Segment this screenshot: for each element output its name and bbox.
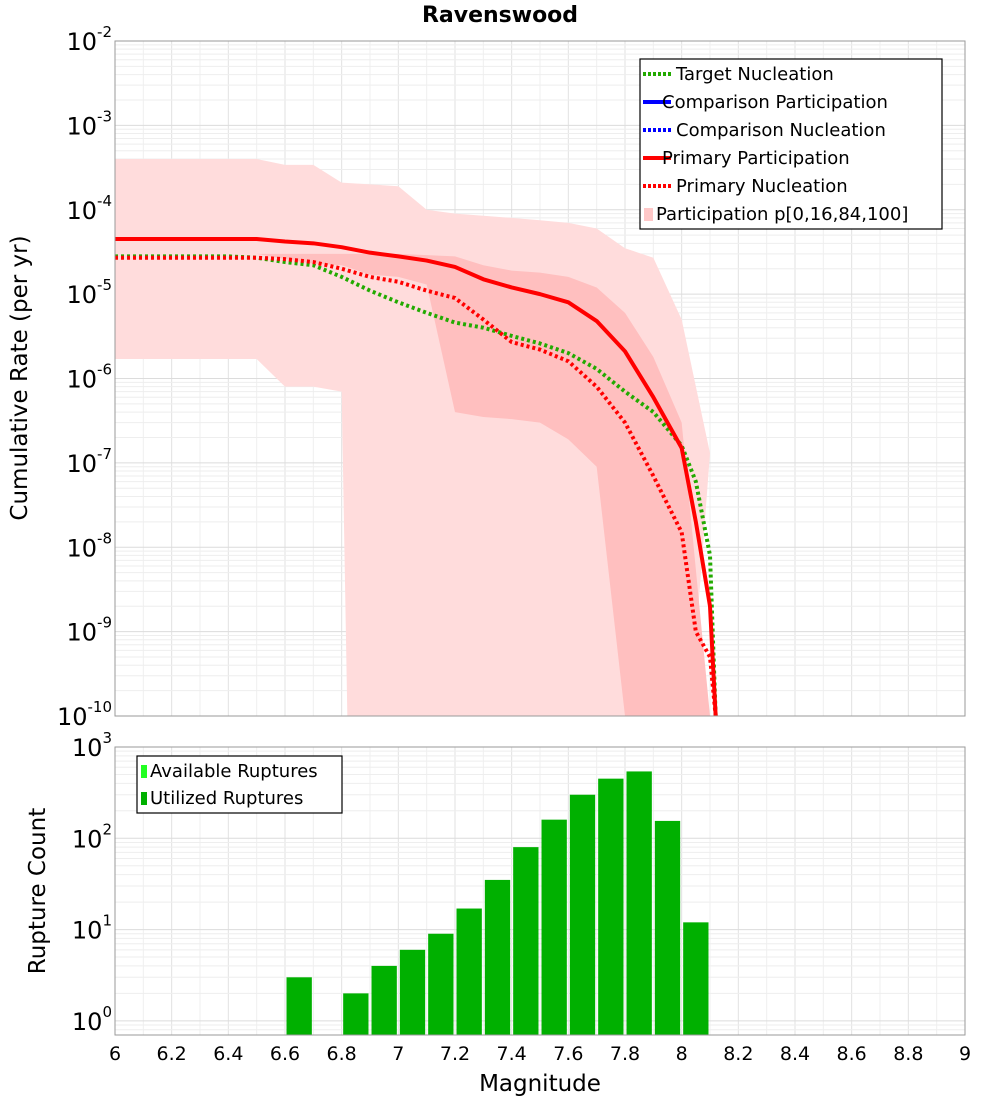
rate-plot-frame: [114, 40, 966, 717]
legend-label: Utilized Ruptures: [150, 788, 303, 809]
legend-swatch: [141, 792, 147, 805]
rupture-bar: [484, 879, 511, 1035]
rupture-bar: [598, 778, 624, 1035]
rupture-bar: [456, 908, 482, 1035]
x-tick-label: 6.2: [157, 1043, 187, 1065]
x-tick-label: 8.8: [893, 1043, 923, 1065]
x-tick-label: 8.2: [723, 1043, 753, 1065]
rate-legend: Target Nucleation Comparison Participatio…: [639, 58, 943, 230]
x-tick-label: 9: [959, 1043, 971, 1065]
rupture-bar: [569, 794, 596, 1035]
y-tick-label: 10-7: [66, 445, 112, 478]
magnitude-x-ticks: 6 6.2 6.4 6.6 6.8 7 7.2 7.4 7.6 7.8 8 8.2 8.4 8.6 8.8 9: [109, 1043, 971, 1065]
y-tick-label: 101: [72, 912, 112, 945]
chart-title: Ravenswood: [422, 3, 578, 28]
y-tick-label: 10-4: [66, 192, 112, 225]
x-tick-label: 6: [109, 1043, 121, 1065]
y-tick-label: 10-5: [66, 276, 112, 309]
y-tick-label: 103: [72, 729, 112, 762]
series-line-primary-participation: [115, 237, 718, 716]
y-tick-label: 10-3: [66, 107, 112, 140]
rate-y-ticks: 10-10 10-9 10-8 10-7 10-6 10-5 10-4 10-3 10-2: [57, 23, 112, 731]
x-tick-label: 7: [392, 1043, 404, 1065]
rupture-count-panel: 100 101 102 103 6 6.2 6.4 6.6 6.8 7 7.2 7.4 7.6 7.8 8…: [25, 729, 971, 1097]
rupture-bar: [343, 993, 369, 1035]
rupture-bar: [371, 965, 397, 1035]
rupture-bar: [626, 771, 652, 1035]
y-tick-label: 102: [72, 820, 112, 853]
rupture-bar: [541, 819, 567, 1035]
rupture-y-axis-label: Rupture Count: [25, 808, 51, 974]
rupture-legend: Available Ruptures Utilized Ruptures: [136, 755, 343, 814]
x-tick-label: 6.8: [327, 1043, 357, 1065]
x-tick-label: 6.6: [270, 1043, 300, 1065]
legend-label: Target Nucleation: [675, 64, 834, 85]
band-p16-p84: [115, 253, 710, 716]
rupture-bars: [286, 771, 709, 1035]
rupture-plot-frame: [114, 746, 966, 1036]
rupture-bar: [286, 977, 312, 1035]
x-tick-label: 7.4: [497, 1043, 527, 1065]
y-tick-label: 10-9: [66, 614, 112, 647]
rupture-bar: [683, 922, 709, 1035]
y-tick-label: 10-10: [57, 698, 112, 731]
y-tick-label: 100: [72, 1003, 112, 1036]
rate-plot-panel: 10-10 10-9 10-8 10-7 10-6 10-5 10-4 10-3 10-2 Cu…: [7, 23, 966, 731]
legend-swatch: [644, 208, 653, 221]
y-tick-label: 10-6: [66, 361, 112, 394]
x-tick-label: 6.4: [213, 1043, 243, 1065]
rate-lines: [115, 237, 718, 716]
x-tick-label: 8: [676, 1043, 688, 1065]
rupture-bar: [399, 949, 426, 1035]
rupture-legend-box: [136, 755, 343, 814]
rupture-bar: [428, 933, 454, 1035]
rate-legend-box: [639, 58, 943, 230]
x-tick-label: 7.8: [610, 1043, 640, 1065]
x-tick-label: 8.6: [837, 1043, 867, 1065]
legend-label: Primary Participation: [662, 148, 850, 169]
rate-y-axis-label: Cumulative Rate (per yr): [7, 235, 33, 520]
x-tick-label: 7.6: [553, 1043, 583, 1065]
rupture-bar: [654, 820, 681, 1035]
legend-label: Comparison Participation: [662, 92, 888, 113]
y-tick-label: 10-8: [66, 529, 112, 562]
rupture-bar: [513, 847, 539, 1035]
legend-label: Participation p[0,16,84,100]: [656, 204, 908, 225]
legend-label: Available Ruptures: [150, 761, 318, 782]
x-tick-label: 8.4: [780, 1043, 810, 1065]
magnitude-x-axis-label: Magnitude: [479, 1071, 601, 1097]
legend-label: Primary Nucleation: [676, 176, 848, 197]
legend-label: Comparison Nucleation: [676, 120, 886, 141]
series-line-primary-nucleation: [115, 255, 718, 716]
y-tick-label: 10-2: [66, 23, 112, 56]
legend-swatch: [141, 765, 147, 778]
rupture-y-ticks: 100 101 102 103: [72, 729, 112, 1036]
x-tick-label: 7.2: [440, 1043, 470, 1065]
